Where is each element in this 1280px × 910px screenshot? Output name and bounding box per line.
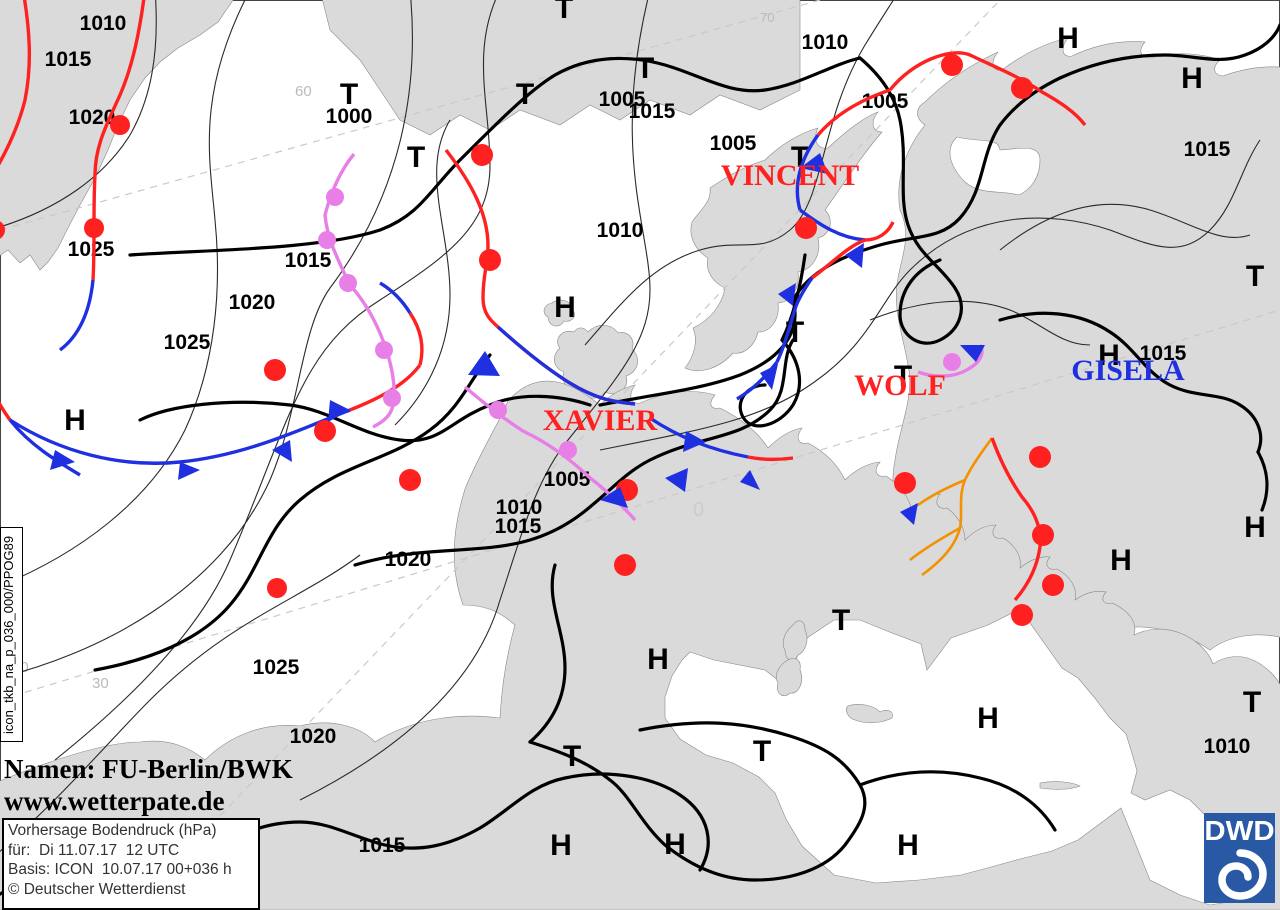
svg-text:1015: 1015 xyxy=(45,48,92,71)
svg-text:H: H xyxy=(64,404,86,437)
svg-text:1000: 1000 xyxy=(326,105,373,128)
svg-text:0: 0 xyxy=(693,499,704,521)
svg-text:1025: 1025 xyxy=(68,238,115,261)
svg-text:1025: 1025 xyxy=(253,656,300,679)
svg-text:T: T xyxy=(407,141,425,174)
svg-text:WOLF: WOLF xyxy=(854,369,946,402)
svg-text:T: T xyxy=(636,52,654,85)
svg-text:H: H xyxy=(550,829,572,862)
svg-text:T: T xyxy=(832,604,850,637)
svg-text:1020: 1020 xyxy=(229,291,276,314)
svg-text:30: 30 xyxy=(92,675,109,692)
svg-text:1005: 1005 xyxy=(710,132,757,155)
svg-text:1010: 1010 xyxy=(80,12,127,35)
svg-text:T: T xyxy=(1243,686,1261,719)
svg-text:H: H xyxy=(647,643,669,676)
svg-text:H: H xyxy=(554,291,576,324)
svg-text:1025: 1025 xyxy=(164,331,211,354)
svg-text:H: H xyxy=(977,702,999,735)
svg-text:1010: 1010 xyxy=(1204,735,1251,758)
svg-text:XAVIER: XAVIER xyxy=(543,404,658,437)
svg-text:H: H xyxy=(1244,511,1266,544)
svg-text:T: T xyxy=(563,740,581,773)
svg-text:H: H xyxy=(1110,544,1132,577)
svg-text:H: H xyxy=(664,828,686,861)
svg-text:GISELA: GISELA xyxy=(1071,354,1185,387)
svg-text:1015: 1015 xyxy=(359,834,406,857)
svg-text:T: T xyxy=(753,735,771,768)
svg-text:T: T xyxy=(516,78,534,111)
svg-text:1015: 1015 xyxy=(629,100,676,123)
svg-text:1020: 1020 xyxy=(385,548,432,571)
svg-text:H: H xyxy=(1181,62,1203,95)
svg-text:1010: 1010 xyxy=(802,31,849,54)
svg-text:60: 60 xyxy=(295,83,312,100)
svg-text:T: T xyxy=(1246,260,1264,293)
svg-text:1010: 1010 xyxy=(597,219,644,242)
svg-text:H: H xyxy=(897,829,919,862)
svg-text:1015: 1015 xyxy=(1184,138,1231,161)
svg-text:1015: 1015 xyxy=(285,249,332,272)
svg-text:1010: 1010 xyxy=(496,496,543,519)
svg-text:T: T xyxy=(555,0,573,25)
svg-text:70: 70 xyxy=(760,10,774,25)
svg-text:H: H xyxy=(1057,22,1079,55)
svg-text:1020: 1020 xyxy=(290,725,337,748)
svg-text:VINCENT: VINCENT xyxy=(721,159,859,192)
